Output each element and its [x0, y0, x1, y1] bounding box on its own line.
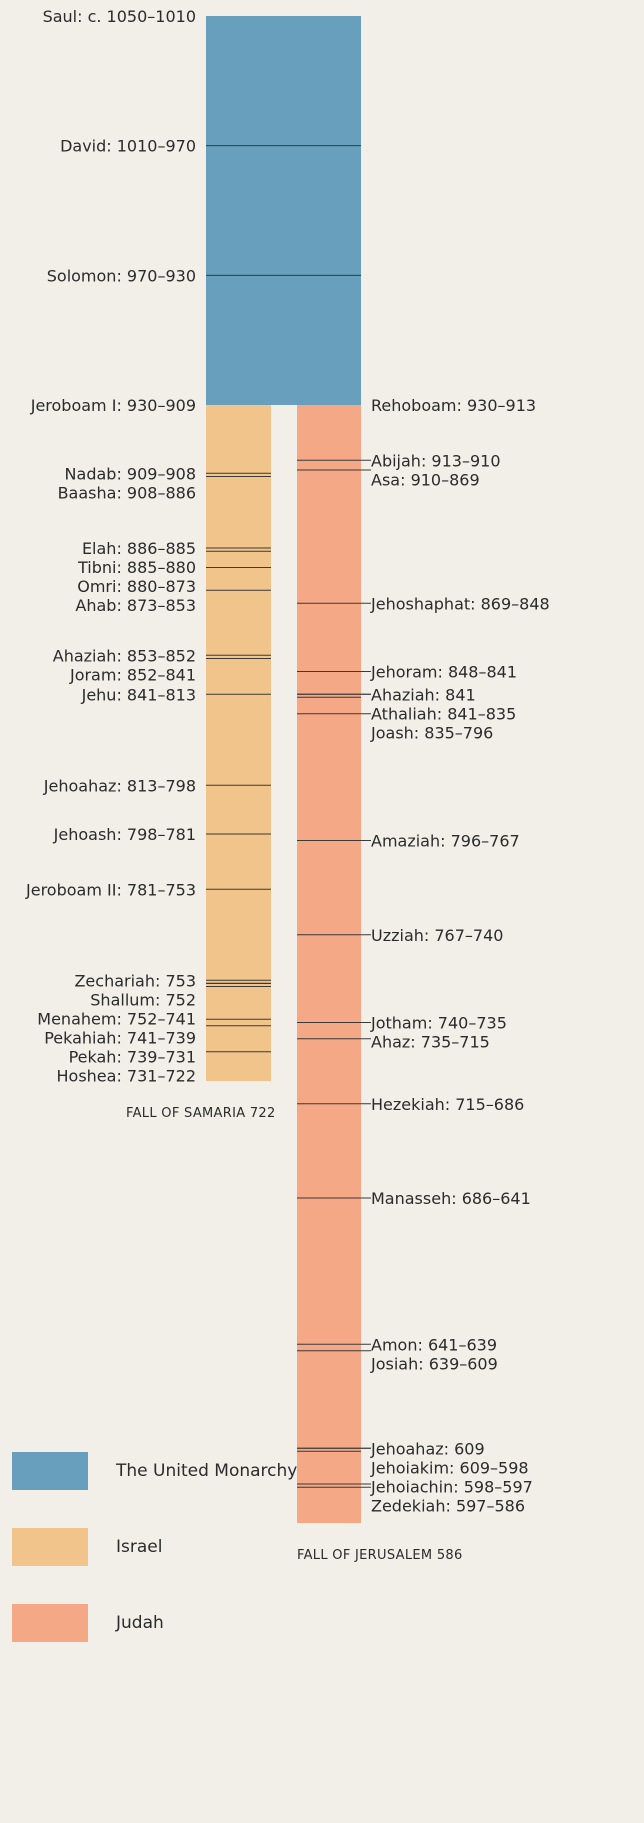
reign-label-israel-jehoahaz-10: Jehoahaz: 813–798 [43, 776, 196, 795]
reign-label-the-united-monarchy-saul-0: Saul: c. 1050–1010 [43, 7, 196, 26]
reign-label-judah-jehoram-4: Jehoram: 848–841 [370, 663, 517, 682]
reign-label-israel-ahaziah-7: Ahaziah: 853–852 [53, 646, 196, 665]
reign-label-judah-joash-7: Joash: 835–796 [370, 723, 493, 742]
reign-label-israel-hoshea-18: Hoshea: 731–722 [57, 1066, 197, 1085]
reign-label-the-united-monarchy-david-1: David: 1010–970 [60, 137, 196, 156]
legend-item-united-monarchy: The United Monarchy [12, 1452, 297, 1490]
reign-label-israel-jehu-9: Jehu: 841–813 [81, 685, 196, 704]
reign-label-judah-amon-14: Amon: 641–639 [371, 1335, 497, 1354]
bar-israel [206, 405, 271, 1081]
legend-label-israel: Israel [116, 1537, 163, 1557]
reign-label-israel-jehoash-11: Jehoash: 798–781 [53, 825, 196, 844]
reign-label-judah-athaliah-6: Athaliah: 841–835 [371, 704, 516, 723]
end-label-israel: FALL OF SAMARIA 722 [126, 1106, 276, 1121]
reign-label-israel-pekah-17: Pekah: 739–731 [69, 1047, 196, 1066]
reign-label-judah-jehoiakim-17: Jehoiakim: 609–598 [370, 1458, 529, 1477]
reign-label-judah-jehoshaphat-3: Jehoshaphat: 869–848 [370, 594, 550, 613]
reign-label-judah-ahaz-11: Ahaz: 735–715 [371, 1033, 490, 1052]
reign-label-israel-nadab-1: Nadab: 909–908 [65, 464, 196, 483]
reign-label-judah-jehoiachin-18: Jehoiachin: 598–597 [370, 1477, 533, 1496]
reign-label-israel-tibni-4: Tibni: 885–880 [77, 558, 196, 577]
legend: The United Monarchy Israel Judah [12, 1452, 297, 1680]
reign-label-israel-joram-8: Joram: 852–841 [69, 665, 196, 684]
reign-label-israel-baasha-2: Baasha: 908–886 [58, 483, 196, 502]
reign-label-judah-amaziah-8: Amaziah: 796–767 [371, 832, 520, 851]
reign-label-judah-manasseh-13: Manasseh: 686–641 [371, 1189, 531, 1208]
reign-label-israel-elah-3: Elah: 886–885 [82, 539, 196, 558]
reign-label-israel-shallum-14: Shallum: 752 [90, 990, 196, 1009]
legend-swatch-judah [12, 1604, 88, 1642]
bar-the-united-monarchy [206, 16, 361, 405]
reign-label-judah-ahaziah-5: Ahaziah: 841 [371, 685, 476, 704]
reign-label-judah-jehoahaz-16: Jehoahaz: 609 [370, 1439, 485, 1458]
reign-label-judah-josiah-15: Josiah: 639–609 [370, 1354, 498, 1373]
legend-item-israel: Israel [12, 1528, 297, 1566]
legend-label-judah: Judah [116, 1613, 164, 1633]
reign-label-judah-jotham-10: Jotham: 740–735 [370, 1014, 507, 1033]
kingdom-split-gap [271, 405, 297, 415]
reign-label-israel-pekahiah-16: Pekahiah: 741–739 [44, 1028, 196, 1047]
reign-label-judah-uzziah-9: Uzziah: 767–740 [371, 926, 503, 945]
reign-label-israel-menahem-15: Menahem: 752–741 [37, 1009, 196, 1028]
legend-label-united-monarchy: The United Monarchy [116, 1461, 298, 1481]
reign-label-judah-asa-2: Asa: 910–869 [371, 470, 480, 489]
reign-label-israel-ahab-6: Ahab: 873–853 [75, 596, 196, 615]
reign-label-israel-jeroboam-i-0: Jeroboam I: 930–909 [30, 396, 196, 415]
legend-item-judah: Judah [12, 1604, 297, 1642]
reign-label-israel-jeroboam-ii-12: Jeroboam II: 781–753 [25, 880, 196, 899]
reign-label-the-united-monarchy-solomon-2: Solomon: 970–930 [47, 266, 196, 285]
reign-label-judah-abijah-1: Abijah: 913–910 [371, 451, 501, 470]
end-label-judah: FALL OF JERUSALEM 586 [297, 1548, 463, 1563]
legend-swatch-united-monarchy [12, 1452, 88, 1490]
reign-label-israel-zechariah-13: Zechariah: 753 [74, 971, 196, 990]
reign-label-judah-zedekiah-19: Zedekiah: 597–586 [371, 1496, 525, 1515]
bar-judah [297, 405, 361, 1523]
reign-label-judah-rehoboam-0: Rehoboam: 930–913 [371, 396, 536, 415]
reign-label-israel-omri-5: Omri: 880–873 [77, 577, 196, 596]
legend-swatch-israel [12, 1528, 88, 1566]
reign-label-judah-hezekiah-12: Hezekiah: 715–686 [371, 1095, 524, 1114]
